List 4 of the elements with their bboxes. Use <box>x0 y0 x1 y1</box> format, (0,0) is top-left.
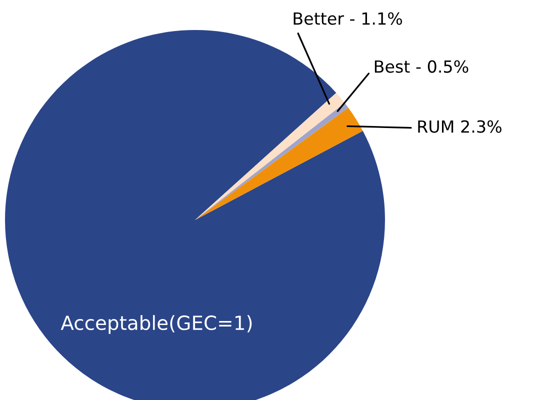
slice-label: Acceptable(GEC=1) <box>60 315 252 334</box>
slice-label: Best - 0.5% <box>374 60 468 73</box>
slice-label: Better - 1.1% <box>294 12 402 25</box>
slice-label: RUM 2.3% <box>418 120 502 133</box>
